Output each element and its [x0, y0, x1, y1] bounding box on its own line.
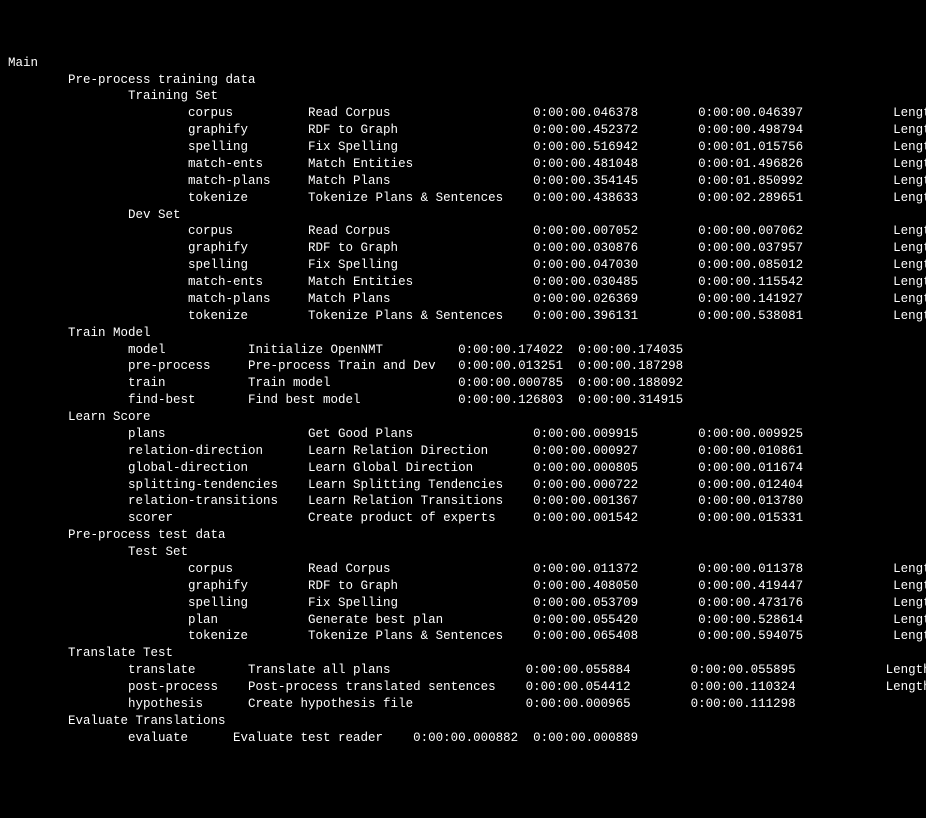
log-row: corpus Read Corpus 0:00:00.046378 0:00:0… — [8, 105, 918, 122]
log-row: tokenize Tokenize Plans & Sentences 0:00… — [8, 190, 918, 207]
log-row: spelling Fix Spelling 0:00:00.047030 0:0… — [8, 257, 918, 274]
log-row: hypothesis Create hypothesis file 0:00:0… — [8, 696, 918, 713]
section-header: Learn Score — [8, 409, 918, 426]
terminal-output: Main Pre-process training data Training … — [8, 55, 918, 747]
log-row: plan Generate best plan 0:00:00.055420 0… — [8, 612, 918, 629]
log-row: evaluate Evaluate test reader 0:00:00.00… — [8, 730, 918, 747]
section-header: Pre-process test data — [8, 527, 918, 544]
log-row: train Train model 0:00:00.000785 0:00:00… — [8, 375, 918, 392]
log-row: translate Translate all plans 0:00:00.05… — [8, 662, 918, 679]
log-row: relation-transitions Learn Relation Tran… — [8, 493, 918, 510]
subsection-header: Test Set — [8, 544, 918, 561]
log-row: graphify RDF to Graph 0:00:00.030876 0:0… — [8, 240, 918, 257]
subsection-header: Training Set — [8, 88, 918, 105]
section-header: Evaluate Translations — [8, 713, 918, 730]
log-row: graphify RDF to Graph 0:00:00.408050 0:0… — [8, 578, 918, 595]
log-row: graphify RDF to Graph 0:00:00.452372 0:0… — [8, 122, 918, 139]
log-row: match-plans Match Plans 0:00:00.354145 0… — [8, 173, 918, 190]
log-row: splitting-tendencies Learn Splitting Ten… — [8, 477, 918, 494]
log-row: tokenize Tokenize Plans & Sentences 0:00… — [8, 628, 918, 645]
log-row: plans Get Good Plans 0:00:00.009915 0:00… — [8, 426, 918, 443]
log-row: spelling Fix Spelling 0:00:00.516942 0:0… — [8, 139, 918, 156]
log-row: corpus Read Corpus 0:00:00.007052 0:00:0… — [8, 223, 918, 240]
log-row: relation-direction Learn Relation Direct… — [8, 443, 918, 460]
log-row: spelling Fix Spelling 0:00:00.053709 0:0… — [8, 595, 918, 612]
log-row: tokenize Tokenize Plans & Sentences 0:00… — [8, 308, 918, 325]
section-header: Train Model — [8, 325, 918, 342]
log-row: model Initialize OpenNMT 0:00:00.174022 … — [8, 342, 918, 359]
log-row: pre-process Pre-process Train and Dev 0:… — [8, 358, 918, 375]
log-row: match-plans Match Plans 0:00:00.026369 0… — [8, 291, 918, 308]
log-row: find-best Find best model 0:00:00.126803… — [8, 392, 918, 409]
log-row: corpus Read Corpus 0:00:00.011372 0:00:0… — [8, 561, 918, 578]
section-header: Pre-process training data — [8, 72, 918, 89]
log-row: post-process Post-process translated sen… — [8, 679, 918, 696]
log-row: global-direction Learn Global Direction … — [8, 460, 918, 477]
log-row: match-ents Match Entities 0:00:00.481048… — [8, 156, 918, 173]
log-row: scorer Create product of experts 0:00:00… — [8, 510, 918, 527]
log-row: match-ents Match Entities 0:00:00.030485… — [8, 274, 918, 291]
section-header: Translate Test — [8, 645, 918, 662]
main-title: Main — [8, 55, 918, 72]
subsection-header: Dev Set — [8, 207, 918, 224]
